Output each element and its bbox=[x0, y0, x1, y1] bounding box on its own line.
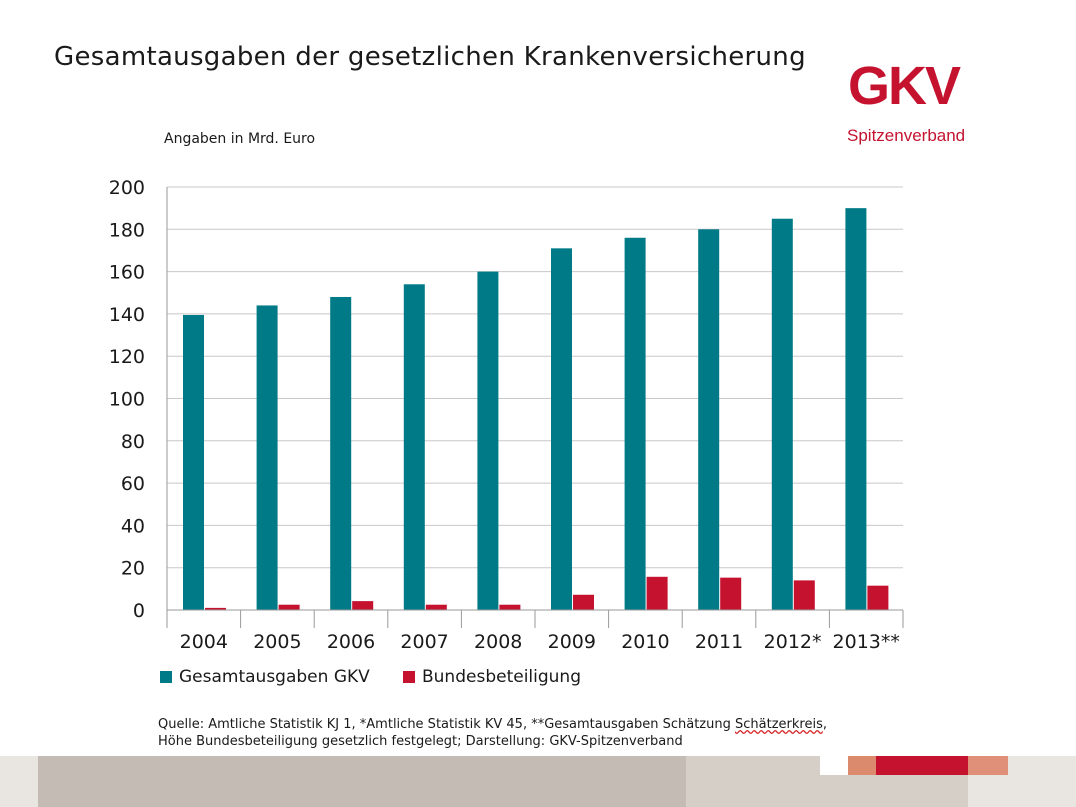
y-tick-label: 200 bbox=[109, 177, 145, 199]
y-tick-label: 20 bbox=[121, 558, 145, 580]
bar-gesamtausgaben bbox=[624, 237, 646, 610]
accent-bar-red bbox=[876, 756, 968, 775]
x-tick-label: 2008 bbox=[474, 631, 522, 653]
source-line1-before: Quelle: Amtliche Statistik KJ 1, *Amtlic… bbox=[158, 717, 735, 732]
bar-bundesbeteiligung bbox=[425, 604, 447, 610]
bar-gesamtausgaben bbox=[183, 314, 204, 610]
bar-gesamtausgaben bbox=[698, 229, 720, 611]
legend-swatch-red bbox=[403, 671, 415, 683]
source-line2: Höhe Bundesbeteiligung gesetzlich festge… bbox=[158, 734, 683, 749]
accent-box-orange bbox=[848, 756, 876, 775]
y-tick-label: 0 bbox=[133, 600, 145, 622]
chart-title: Gesamtausgaben der gesetzlichen Krankenv… bbox=[54, 42, 806, 72]
bar-bundesbeteiligung bbox=[867, 585, 889, 610]
gkv-logo: GKV bbox=[848, 56, 963, 116]
x-tick-label: 2010 bbox=[621, 631, 669, 653]
legend-label-gesamtausgaben: Gesamtausgaben GKV bbox=[179, 667, 370, 687]
bar-bundesbeteiligung bbox=[793, 580, 815, 610]
bar-gesamtausgaben bbox=[330, 296, 352, 610]
bar-gesamtausgaben bbox=[403, 284, 425, 610]
legend-swatch-teal bbox=[160, 671, 172, 683]
bar-gesamtausgaben bbox=[845, 208, 867, 610]
bar-bundesbeteiligung bbox=[278, 604, 300, 610]
bar-gesamtausgaben bbox=[477, 271, 499, 610]
y-tick-label: 100 bbox=[109, 389, 145, 411]
bar-gesamtausgaben bbox=[551, 248, 572, 610]
x-tick-label: 2011 bbox=[695, 631, 743, 653]
legend-label-bundesbeteiligung: Bundesbeteiligung bbox=[422, 667, 581, 687]
source-note: Quelle: Amtliche Statistik KJ 1, *Amtlic… bbox=[158, 716, 827, 750]
y-tick-label: 140 bbox=[109, 304, 145, 326]
legend-item-bundesbeteiligung: Bundesbeteiligung bbox=[403, 667, 581, 687]
x-tick-label: 2012* bbox=[764, 631, 822, 653]
axes bbox=[166, 187, 904, 628]
bar-bundesbeteiligung bbox=[646, 576, 668, 610]
source-line1-flagged: Schätzerkreis bbox=[735, 717, 823, 732]
footer-band-main bbox=[38, 756, 686, 807]
y-tick-label: 60 bbox=[121, 473, 145, 495]
x-tick-label: 2006 bbox=[327, 631, 375, 653]
x-tick-label: 2004 bbox=[180, 631, 228, 653]
x-tick-label: 2007 bbox=[400, 631, 448, 653]
x-tick-label: 2013** bbox=[833, 631, 900, 653]
y-tick-label: 80 bbox=[121, 431, 145, 453]
source-line1-after: , bbox=[822, 717, 827, 732]
bars bbox=[183, 208, 889, 611]
legend-item-gesamtausgaben: Gesamtausgaben GKV bbox=[160, 667, 370, 687]
y-tick-label: 120 bbox=[109, 346, 145, 368]
bar-bundesbeteiligung bbox=[720, 577, 742, 610]
bar-bundesbeteiligung bbox=[573, 594, 594, 610]
bar-bundesbeteiligung bbox=[352, 601, 374, 610]
y-tick-label: 180 bbox=[109, 219, 145, 241]
bar-gesamtausgaben bbox=[771, 218, 793, 610]
bar-gesamtausgaben bbox=[256, 305, 278, 610]
x-tick-label: 2005 bbox=[253, 631, 301, 653]
y-tick-label: 160 bbox=[109, 262, 145, 284]
y-tick-label: 40 bbox=[121, 515, 145, 537]
bar-bundesbeteiligung bbox=[499, 604, 521, 610]
x-tick-label: 2009 bbox=[548, 631, 596, 653]
footer-band-left bbox=[0, 756, 38, 807]
accent-box-light bbox=[820, 756, 848, 775]
accent-box-salmon bbox=[968, 756, 1008, 775]
tick-labels: 0 20 40 60 80 100 120 140 160 180 200 2004 2005 2006 2… bbox=[109, 177, 900, 653]
unit-note: Angaben in Mrd. Euro bbox=[164, 131, 316, 147]
gkv-logo-text: GKV bbox=[848, 56, 961, 116]
bar-bundesbeteiligung bbox=[205, 607, 226, 610]
logo-subtitle: Spitzenverband bbox=[847, 126, 966, 145]
